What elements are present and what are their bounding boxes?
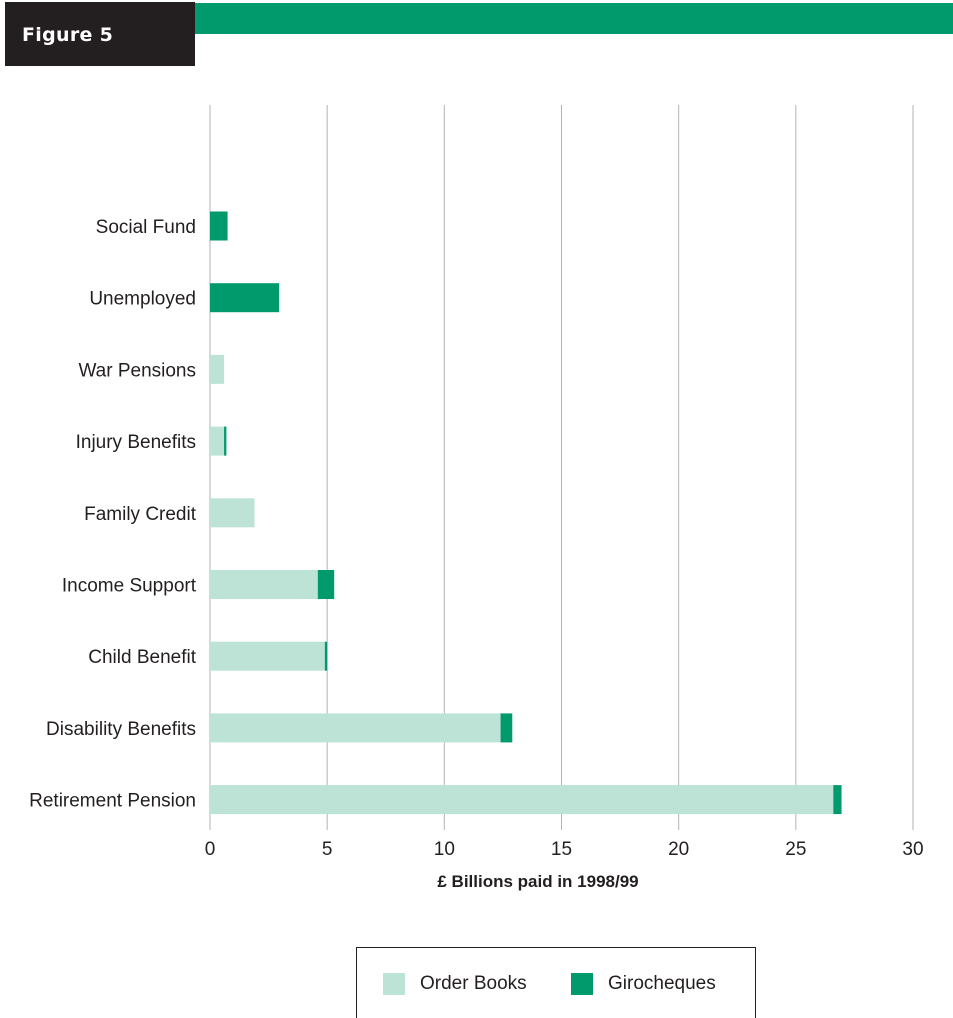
header-accent-bar (195, 3, 953, 34)
bar-order-books (210, 354, 225, 384)
bar-order-books (210, 570, 318, 599)
category-labels: Social Fund Unemployed War Pensions Injury … (29, 217, 197, 812)
x-axis-label: £ Billions paid in 1998/99 (437, 872, 638, 891)
figure-tab: Figure 5 (5, 2, 195, 66)
bar-girocheques (224, 426, 227, 456)
bar-girocheques (833, 785, 842, 815)
x-tick-label: 25 (785, 839, 806, 860)
x-tick-label: 15 (551, 839, 572, 860)
x-tick-label: 5 (322, 839, 333, 860)
bar-girocheques (317, 570, 335, 599)
bar-order-books (210, 641, 325, 671)
legend-swatch-girocheques (571, 973, 593, 995)
category-label: War Pensions (78, 360, 196, 381)
bars (210, 211, 842, 815)
category-label: Injury Benefits (76, 432, 196, 453)
bar-order-books (210, 785, 834, 815)
bar-girocheques (324, 641, 328, 671)
category-label: Family Credit (84, 504, 197, 525)
bar-order-books (210, 426, 225, 456)
category-label: Disability Benefits (46, 719, 196, 740)
figure-label: Figure 5 (22, 24, 114, 46)
legend-label-girocheques: Girocheques (608, 973, 716, 994)
category-label: Child Benefit (88, 647, 196, 668)
bar-girocheques (210, 283, 280, 313)
legend-swatch-order-books (383, 973, 405, 995)
category-label: Income Support (62, 576, 197, 597)
x-tick-label: 20 (668, 839, 689, 860)
legend-item-girocheques: Girocheques (571, 973, 716, 995)
bar-chart: Social Fund Unemployed War Pensions Injury … (29, 105, 924, 891)
category-label: Unemployed (89, 289, 196, 310)
category-label: Social Fund (96, 217, 196, 238)
legend-label-order-books: Order Books (420, 973, 527, 994)
x-tick-label: 30 (902, 839, 923, 860)
x-tick-label: 10 (434, 839, 455, 860)
bar-order-books (210, 713, 501, 743)
bar-order-books (210, 498, 255, 528)
legend: Order Books Girocheques (356, 947, 756, 1018)
x-tick-labels: 0 5 10 15 20 25 30 (205, 839, 924, 860)
bar-girocheques (500, 713, 513, 743)
x-tick-label: 0 (205, 839, 216, 860)
category-label: Retirement Pension (29, 791, 196, 812)
gridlines (209, 105, 914, 830)
legend-item-order-books: Order Books (383, 973, 527, 995)
bar-girocheques (210, 211, 228, 241)
